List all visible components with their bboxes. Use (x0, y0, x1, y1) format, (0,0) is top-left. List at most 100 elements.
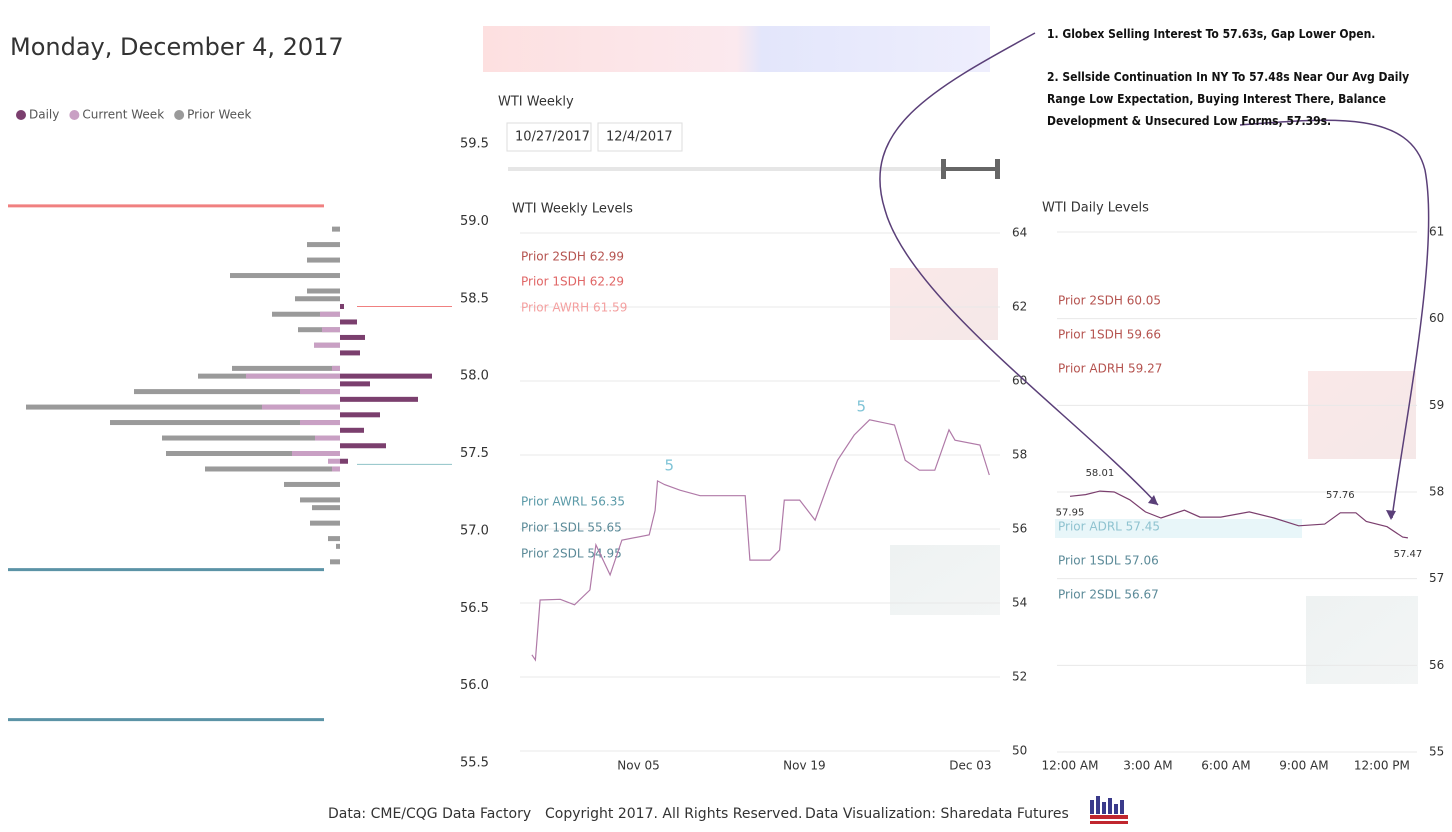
legend-swatch (174, 110, 185, 120)
profile-bar (232, 365, 340, 371)
profile-bar (332, 466, 340, 472)
y-tick-label: 56.5 (460, 601, 489, 616)
y-tick-label: 55.5 (460, 756, 489, 771)
profile-bar (292, 451, 340, 456)
profile-bar (307, 288, 340, 294)
profile-bar (272, 311, 340, 317)
logo (1090, 796, 1128, 824)
profile-bar (340, 396, 418, 402)
profile-bar (230, 273, 340, 279)
y-tick-label: 62 (1012, 300, 1027, 314)
legend-swatch (16, 110, 26, 120)
profile-bar (340, 412, 380, 418)
y-tick-label: 55 (1429, 745, 1444, 759)
end-date-input[interactable] (597, 122, 683, 152)
level-label: Prior AWRH 61.59 (521, 301, 627, 315)
profile-bar (312, 505, 340, 511)
marker-label: 5 (857, 397, 867, 415)
y-tick-label: 58 (1429, 485, 1444, 499)
profile-bar (340, 381, 370, 387)
profile-bar (300, 389, 340, 395)
profile-bar (336, 543, 340, 549)
y-tick-label: 59 (1429, 398, 1444, 412)
page-title: Monday, December 4, 2017 (10, 33, 344, 61)
y-tick-label: 59.5 (460, 137, 489, 152)
slider-handle[interactable] (995, 159, 1000, 179)
low-zone (1306, 596, 1418, 684)
level-label: Prior 1SDL 57.06 (1058, 554, 1159, 568)
level-label: Prior 1SDH 62.29 (521, 275, 624, 289)
charts: 55.5 56.0 56.5 57.0 57.5 58.0 58.5 59.0 59.5 Dail… (8, 108, 1444, 822)
level-label: Prior ADRL 57.45 (1058, 520, 1160, 534)
footer-text: Data: CME/CQG Data Factory (328, 806, 531, 822)
low-zone (890, 545, 1000, 615)
profile-bar (340, 458, 348, 464)
profile-bar (330, 559, 340, 565)
y-tick-label: 56 (1012, 522, 1027, 536)
footer-text: Data Visualization: Sharedata Futures (805, 806, 1069, 822)
legend-label: Daily (29, 108, 59, 122)
profile-bar (284, 481, 340, 487)
profile-bar (322, 327, 340, 333)
data-label: 57.76 (1326, 490, 1355, 501)
profile-bar (332, 365, 340, 371)
slider-handle[interactable] (941, 159, 946, 179)
note: 1. Globex Selling Interest To 57.63s, Ga… (1047, 27, 1376, 41)
y-tick-label: 61 (1429, 225, 1444, 239)
profile-bar (300, 420, 340, 426)
arrow (1239, 119, 1430, 519)
profile-bar (205, 466, 340, 472)
marker-label: 5 (665, 457, 675, 475)
profile-bar (262, 404, 340, 410)
profile-bar (307, 242, 340, 248)
x-tick-label: 12:00 AM (1042, 759, 1099, 773)
legend-label: Prior Week (187, 108, 251, 122)
high-zone (890, 268, 998, 340)
legend-swatch (69, 110, 80, 120)
profile-bar (328, 458, 340, 464)
chart-title: WTI Weekly Levels (512, 202, 633, 217)
y-tick-label: 54 (1012, 596, 1027, 610)
note: 2. Sellside Continuation In NY To 57.48s… (1047, 70, 1410, 128)
profile-bar (320, 311, 340, 317)
x-tick-label: Nov 19 (783, 759, 826, 773)
legend-label: Current Week (82, 108, 164, 122)
profile-bar (340, 319, 357, 325)
y-tick-label: 58 (1012, 448, 1027, 462)
x-tick-label: Dec 03 (949, 759, 991, 773)
profile-bar (340, 350, 360, 356)
arrow-head (1386, 510, 1396, 520)
y-tick-label: 58.0 (460, 369, 489, 384)
level-label: Prior 2SDL 56.67 (1058, 588, 1159, 602)
adrl-band (1055, 519, 1302, 538)
footer-text: Copyright 2017. All Rights Reserved. (545, 806, 802, 822)
y-tick-label: 60 (1429, 311, 1444, 325)
banner (483, 26, 990, 72)
profile-bar (328, 536, 340, 542)
level-label: Prior ADRH 59.27 (1058, 362, 1162, 376)
profile-bar (307, 257, 340, 263)
profile-bar (340, 427, 364, 433)
profile-bar (26, 404, 340, 410)
price-line (1069, 490, 1408, 539)
profile-bar (246, 373, 340, 379)
chart-title: WTI Daily Levels (1042, 201, 1149, 216)
profile-bar (310, 520, 340, 526)
y-tick-label: 58.5 (460, 291, 489, 306)
profile-bar (110, 420, 340, 426)
profile-bar (340, 303, 344, 309)
profile-bar (162, 435, 340, 441)
end-date: 12/4/2017 (606, 130, 673, 145)
profile-bar (298, 327, 340, 333)
y-tick-label: 50 (1012, 744, 1027, 758)
profile-bar (166, 451, 340, 456)
x-tick-label: Nov 05 (617, 759, 660, 773)
data-label: 57.47 (1394, 549, 1423, 560)
data-label: 58.01 (1086, 468, 1115, 479)
high-zone (1308, 371, 1416, 459)
profile-bar (134, 389, 340, 395)
start-date-input[interactable] (506, 122, 592, 152)
y-tick-label: 57.0 (460, 523, 489, 538)
profile-bar (300, 497, 340, 503)
